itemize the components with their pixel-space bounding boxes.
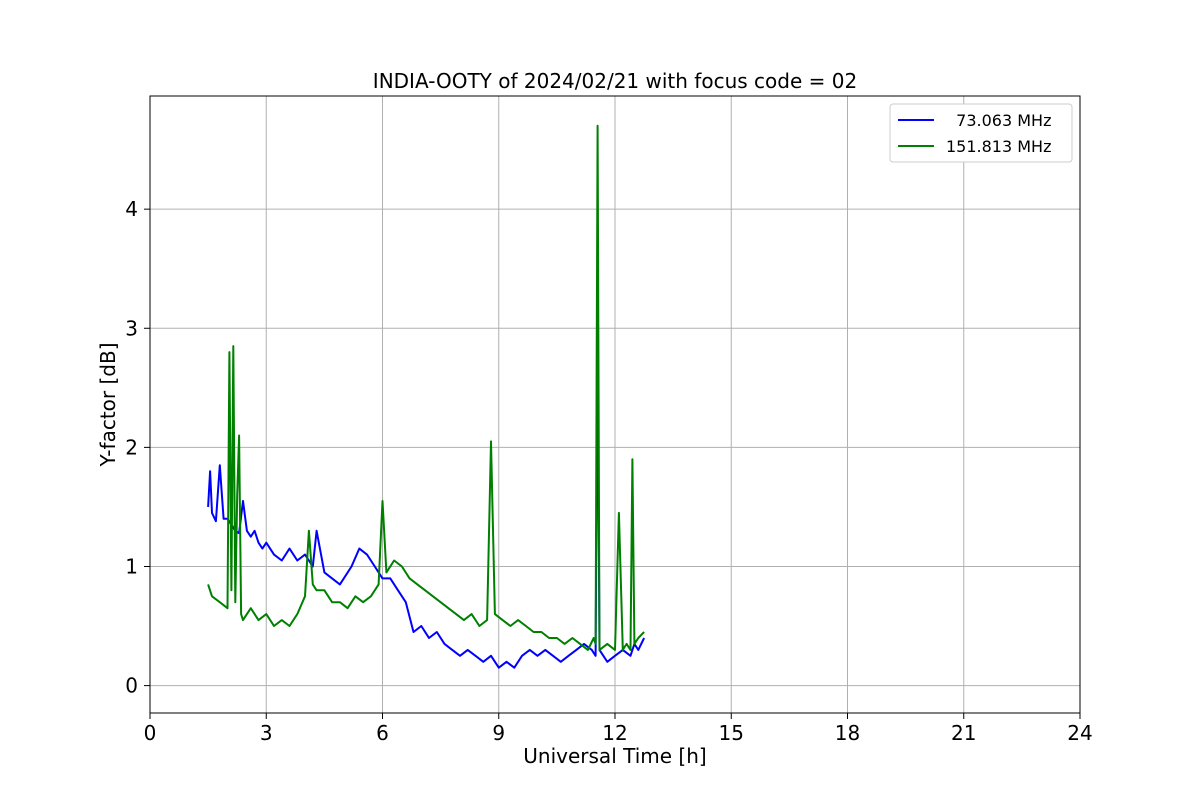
y-tick-label: 3 <box>125 316 138 340</box>
x-tick-label: 0 <box>144 721 157 745</box>
y-tick-label: 0 <box>125 674 138 698</box>
x-tick-label: 9 <box>492 721 505 745</box>
y-axis-label: Y-factor [dB] <box>96 342 120 467</box>
y-tick-label: 2 <box>125 435 138 459</box>
legend: 73.063 MHz 151.813 MHz <box>889 103 1073 163</box>
legend-label-151mhz: 151.813 MHz <box>946 137 1051 156</box>
x-tick-label: 3 <box>260 721 273 745</box>
grid <box>149 96 1081 713</box>
x-tick-label: 12 <box>602 721 627 745</box>
x-axis-label: Universal Time [h] <box>523 744 706 768</box>
legend-box <box>889 103 1073 163</box>
x-tick-label: 18 <box>835 721 860 745</box>
x-tick-label: 15 <box>719 721 744 745</box>
series-line-1 <box>207 124 645 651</box>
plot-area <box>207 124 645 669</box>
x-tick-label: 24 <box>1067 721 1092 745</box>
x-tick-label: 21 <box>951 721 976 745</box>
series-line-0 <box>207 345 645 669</box>
chart-title: INDIA-OOTY of 2024/02/21 with focus code… <box>373 69 857 93</box>
y-tick-label: 1 <box>125 554 138 578</box>
legend-label-73mhz: 73.063 MHz <box>946 111 1051 130</box>
x-tick-label: 6 <box>376 721 389 745</box>
y-tick-label: 4 <box>125 197 138 221</box>
